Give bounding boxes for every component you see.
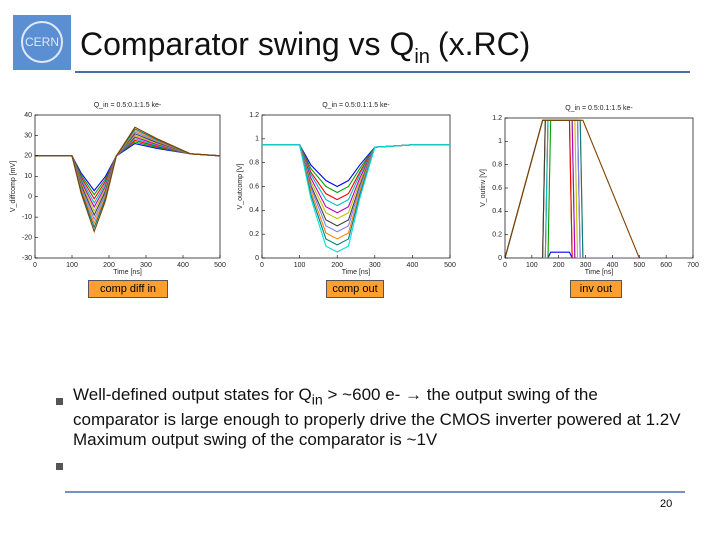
y-axis-label: V_outinv [V] <box>480 169 487 207</box>
chart-title: Q_in = 0.5:0.1:1.5 ke- <box>322 102 390 109</box>
bullet-text: Well-defined output states for Q <box>73 385 312 404</box>
plot-area <box>34 114 221 259</box>
y-tick-label: 20 <box>24 153 32 160</box>
y-tick-label: 0.4 <box>249 207 259 214</box>
y-tick-label: 1 <box>255 136 259 143</box>
bullet-marker <box>56 398 63 405</box>
y-tick-label: 10 <box>24 173 32 180</box>
series-line <box>262 144 450 253</box>
y-tick-label: 1.2 <box>249 112 259 119</box>
series-line <box>505 251 640 258</box>
x-tick-label: 300 <box>580 262 592 269</box>
series-line <box>505 119 640 258</box>
x-tick-label: 600 <box>660 262 672 269</box>
x-tick-label: 400 <box>177 262 189 269</box>
y-tick-label: 1.2 <box>492 115 502 122</box>
y-tick-label: 40 <box>24 112 32 119</box>
x-tick-label: 0 <box>33 262 37 269</box>
x-tick-label: 100 <box>294 262 306 269</box>
lines <box>505 119 640 258</box>
x-tick-label: 200 <box>103 262 115 269</box>
logo: CERN <box>13 15 71 70</box>
bullet-marker <box>56 463 63 470</box>
chart-caption: comp diff in <box>88 280 168 298</box>
x-tick-label: 500 <box>633 262 645 269</box>
x-tick-label: 300 <box>369 262 381 269</box>
y-tick-label: 1 <box>498 138 502 145</box>
x-axis-label: Time [ns] <box>113 269 142 276</box>
plot-area <box>504 117 694 259</box>
y-tick-label: 0.4 <box>492 208 502 215</box>
chart: 0 100 200 300 400 500 0 0.2 0.4 0.6 0.8 1 1.2 Q_in = … <box>237 102 456 276</box>
x-tick-label: 400 <box>607 262 619 269</box>
chart: 0 100 200 300 400 500 600 700 0 0.2 0.4 0.6 0.8 1 1.2 Q… <box>480 105 699 276</box>
bullet: Maximum output swing of the comparator i… <box>73 430 683 450</box>
title-suffix: (x.RC) <box>438 26 530 62</box>
x-tick-label: 200 <box>331 262 343 269</box>
x-tick-label: 100 <box>526 262 538 269</box>
bullet: Well-defined output states for Qin > ~60… <box>73 385 683 430</box>
x-tick-label: 300 <box>140 262 152 269</box>
bullet-text: > ~600 e- → the output swing of the comp… <box>73 385 681 430</box>
y-tick-label: 0.6 <box>492 185 502 192</box>
y-tick-label: 0.2 <box>492 232 502 239</box>
bullet-list: Well-defined output states for Qin > ~60… <box>73 385 683 450</box>
lines <box>35 126 220 234</box>
y-tick-label: 0 <box>28 194 32 201</box>
x-tick-label: 500 <box>444 262 456 269</box>
x-tick-label: 200 <box>553 262 565 269</box>
series-line <box>505 119 640 258</box>
chart-title: Q_in = 0.5:0.1:1.5 ke- <box>565 105 633 112</box>
chart-title: Q_in = 0.5:0.1:1.5 ke- <box>94 102 162 109</box>
x-tick-label: 0 <box>260 262 264 269</box>
x-tick-label: 500 <box>214 262 226 269</box>
series-line <box>35 126 220 234</box>
logo-ring <box>21 21 63 63</box>
chart: 0 100 200 300 400 500 -30 -20 -10 0 10 20 30 40 Q_in =… <box>10 102 226 276</box>
y-tick-label: 30 <box>24 132 32 139</box>
chart-caption: comp out <box>326 280 384 298</box>
y-tick-label: -20 <box>22 234 32 241</box>
y-tick-label: 0 <box>498 255 502 262</box>
x-tick-label: 400 <box>407 262 419 269</box>
bullet-text: Maximum output swing of the comparator i… <box>73 430 438 450</box>
x-axis-label: Time [ns] <box>342 269 371 276</box>
x-tick-label: 100 <box>66 262 78 269</box>
lines <box>262 144 450 253</box>
x-tick-label: 700 <box>687 262 699 269</box>
title-text: Comparator swing vs Q <box>80 26 414 62</box>
y-axis-label: V_outcomp [V] <box>237 163 244 209</box>
y-tick-label: -10 <box>22 214 32 221</box>
x-axis-label: Time [ns] <box>585 269 614 276</box>
y-tick-label: 0.8 <box>492 162 502 169</box>
y-tick-label: 0 <box>255 255 259 262</box>
x-tick-label: 0 <box>503 262 507 269</box>
y-tick-label: 0.2 <box>249 231 259 238</box>
page-number: 20 <box>660 498 673 510</box>
chart-caption: inv out <box>570 280 622 298</box>
slide-title: Comparator swing vs Qin (x.RC) <box>80 26 530 68</box>
bullet-subscript: in <box>311 392 323 409</box>
logo-text: CERN <box>25 35 59 49</box>
y-tick-label: 0.6 <box>249 183 259 190</box>
y-tick-label: 0.8 <box>249 160 259 167</box>
title-subscript: in <box>414 46 430 68</box>
y-tick-label: -30 <box>22 255 32 262</box>
y-axis-label: V_diffcomp [mV] <box>10 161 17 212</box>
